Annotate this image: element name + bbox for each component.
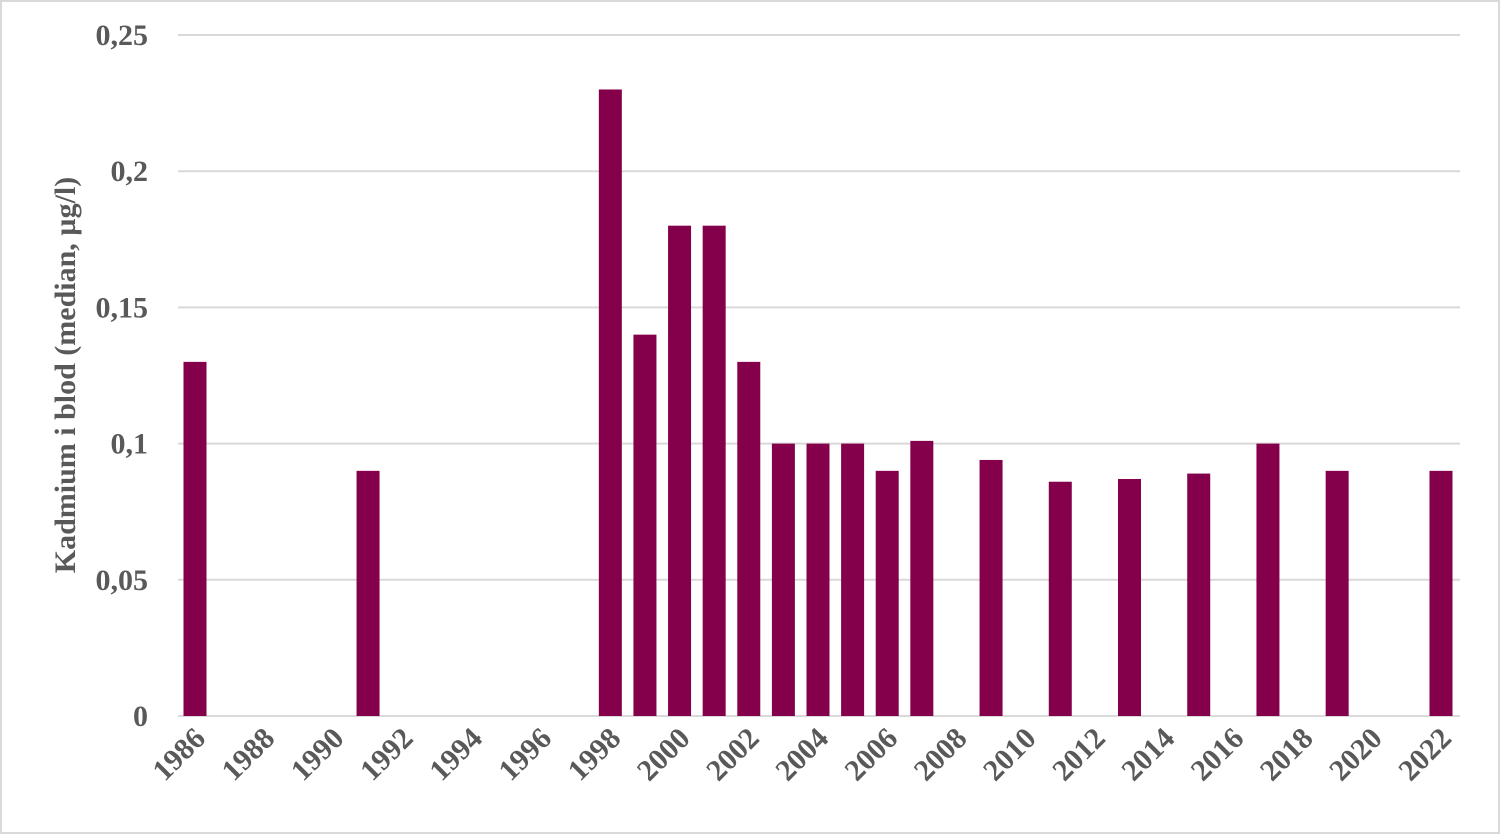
x-tick-label: 2004 xyxy=(769,722,835,788)
bar-2009 xyxy=(979,459,1003,716)
bar-1999 xyxy=(633,334,657,716)
y-tick-label: 0,25 xyxy=(96,19,149,52)
x-tick-label: 1998 xyxy=(562,722,628,788)
x-tick-label: 2012 xyxy=(1046,722,1112,788)
x-tick-label: 2022 xyxy=(1392,722,1458,788)
x-tick-label: 1988 xyxy=(215,722,281,788)
bar-2015 xyxy=(1187,473,1211,716)
bars xyxy=(183,89,1453,717)
x-tick-label: 2008 xyxy=(908,722,974,788)
x-tick-label: 1994 xyxy=(423,722,489,788)
bar-2005 xyxy=(841,443,865,716)
bar-2001 xyxy=(702,225,726,716)
bar-1998 xyxy=(598,89,622,717)
x-tick-label: 1986 xyxy=(146,722,212,788)
x-axis-ticks: 1986 1988 1990 1992 1994 1996 1998 2000 2002 2004… xyxy=(146,722,1458,788)
y-tick-label: 0 xyxy=(133,700,148,733)
x-tick-label: 1992 xyxy=(354,722,420,788)
bar-2022 xyxy=(1429,470,1453,716)
y-tick-label: 0,05 xyxy=(96,564,149,597)
x-tick-label: 2014 xyxy=(1115,722,1181,788)
y-tick-label: 0,1 xyxy=(111,428,149,461)
bar-1991 xyxy=(356,470,380,716)
bar-2006 xyxy=(875,470,899,716)
bar-2007 xyxy=(910,440,934,716)
bar-2004 xyxy=(806,443,830,716)
y-tick-label: 0,2 xyxy=(111,155,149,188)
x-tick-label: 2020 xyxy=(1323,722,1389,788)
x-tick-label: 2000 xyxy=(631,722,697,788)
x-tick-label: 2006 xyxy=(838,722,904,788)
x-tick-label: 1996 xyxy=(492,722,558,788)
bar-2000 xyxy=(668,225,692,716)
x-tick-label: 2002 xyxy=(700,722,766,788)
bar-2013 xyxy=(1118,479,1141,716)
y-axis-ticks: 0 0,05 0,1 0,15 0,2 0,25 xyxy=(96,19,149,733)
y-tick-label: 0,15 xyxy=(96,291,149,324)
bar-2019 xyxy=(1325,470,1349,716)
x-tick-label: 2016 xyxy=(1185,722,1251,788)
y-axis-label: Kadmium i blod (median, µg/l) xyxy=(49,177,82,574)
x-tick-label: 2018 xyxy=(1254,722,1320,788)
bar-2003 xyxy=(771,443,795,716)
bar-2011 xyxy=(1048,481,1072,716)
x-tick-label: 1990 xyxy=(285,722,351,788)
bar-1986 xyxy=(183,361,207,716)
x-tick-label: 2010 xyxy=(977,722,1043,788)
bar-2017 xyxy=(1256,443,1280,716)
bar-2002 xyxy=(737,361,761,716)
gridlines xyxy=(178,34,1460,717)
